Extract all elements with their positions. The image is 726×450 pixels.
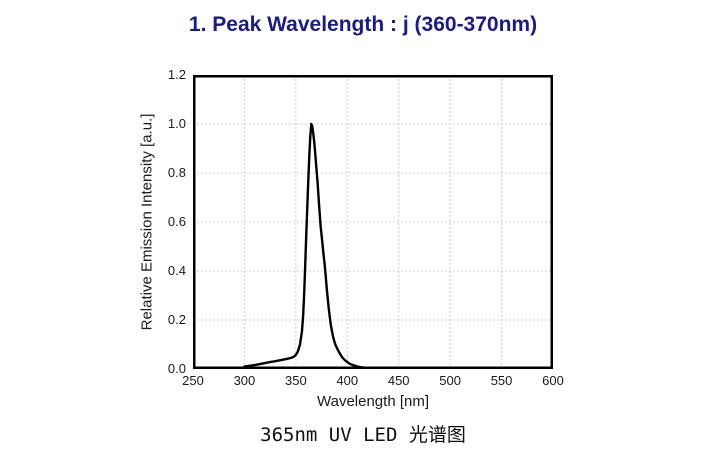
y-tick-label: 0.8	[167, 165, 186, 180]
page-title: 1. Peak Wavelength : j (360-370nm)	[188, 13, 538, 36]
y-tick-label: 1.0	[167, 116, 186, 131]
x-tick-label: 400	[336, 373, 359, 388]
x-tick-label: 300	[233, 373, 256, 388]
x-axis-label: Wavelength [nm]	[317, 393, 429, 410]
y-tick-label: 0.6	[167, 214, 186, 229]
y-tick-label: 0.2	[167, 312, 186, 327]
x-tick-label: 450	[387, 373, 410, 388]
plot-frame	[193, 75, 553, 369]
y-tick-label: 0.0	[167, 361, 186, 376]
x-tick-label: 600	[542, 373, 564, 388]
x-tick-label: 350	[284, 373, 307, 388]
spectrum-plot	[193, 75, 553, 369]
figure-caption: 365nm UV LED 光谱图	[260, 424, 466, 446]
y-tick-label: 0.4	[167, 263, 186, 278]
x-tick-label: 250	[182, 373, 204, 388]
spectrum-curve	[243, 122, 400, 369]
y-tick-label: 1.2	[167, 67, 186, 82]
x-tick-label: 500	[439, 373, 461, 388]
x-tick-label: 550	[490, 373, 513, 388]
